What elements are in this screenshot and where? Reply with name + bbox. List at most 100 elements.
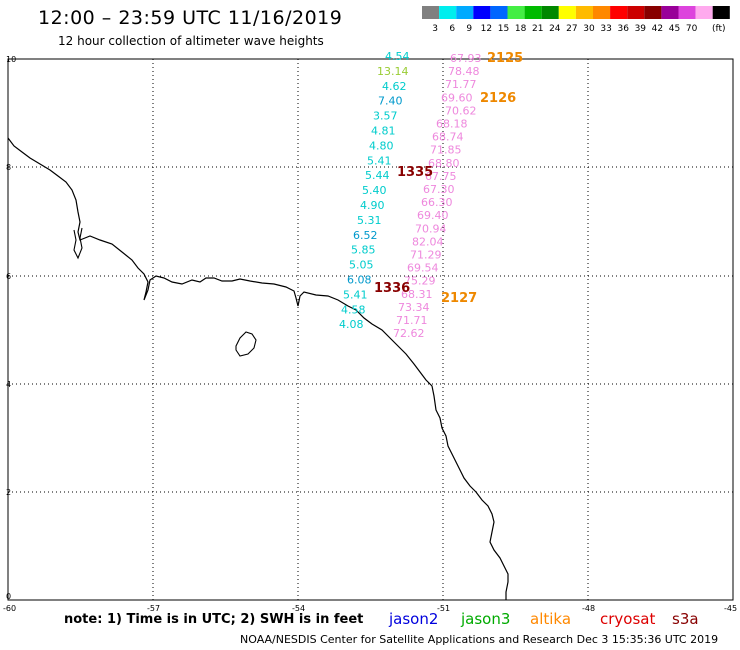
legend-swatch [575, 6, 593, 19]
sat-jason2: jason2 [389, 610, 439, 628]
wave-height-value: 70.94 [415, 222, 447, 235]
wave-height-value: 71.71 [396, 314, 428, 327]
legend-tick-label: 15 [498, 24, 509, 34]
legend-tick-label: 36 [617, 24, 629, 34]
wave-height-value: 78.48 [448, 65, 480, 78]
wave-height-value: 13.14 [377, 65, 409, 78]
sat-altika: altika [530, 610, 572, 628]
legend-swatch [456, 6, 474, 19]
wave-height-value: 68.74 [432, 131, 464, 144]
map-frame [7, 58, 734, 601]
wave-height-value: 69.40 [417, 209, 449, 222]
wave-height-value: 6.52 [353, 229, 378, 242]
coast-river-inlet [73, 227, 83, 260]
note-text: note: 1) Time is in UTC; 2) SWH is in fe… [64, 612, 364, 627]
legend-swatch [610, 6, 628, 19]
wave-height-value: 5.40 [362, 184, 387, 197]
lon-label-45: -45 [724, 604, 737, 613]
lat-label-0: 0 [6, 592, 11, 601]
wave-height-value: 5.41 [343, 288, 368, 301]
legend-tick-label: 39 [635, 24, 647, 34]
wave-height-value: 71.85 [430, 144, 462, 157]
lat-label-8: 8 [6, 163, 11, 172]
legend-swatch [712, 6, 730, 19]
wave-height-value: 72.62 [393, 327, 425, 340]
pass-label: 2127 [441, 291, 477, 306]
legend-swatch [439, 6, 457, 19]
wave-height-value: 6.08 [347, 274, 372, 287]
island [235, 331, 257, 357]
wave-height-value: 67.93 [450, 52, 482, 65]
wave-height-value: 5.31 [357, 214, 382, 227]
wave-height-value: 68.31 [401, 288, 433, 301]
legend-swatch [695, 6, 713, 19]
legend-swatch [661, 6, 679, 19]
legend-tick-label: 12 [481, 24, 492, 34]
legend-swatch [524, 6, 542, 19]
lon-label-57: -57 [147, 604, 160, 613]
wave-height-value: 4.08 [339, 318, 364, 331]
legend-tick-label: 24 [549, 24, 561, 34]
legend-tick-label: 45 [669, 24, 680, 34]
legend-swatch [644, 6, 662, 19]
legend-swatch [507, 6, 525, 19]
lat-label-10: 10 [6, 55, 16, 64]
wave-track-cyan: 4.54 13.14 4.62 7.40 3.57 4.814.80 5.41 5.44 5.4… [339, 50, 410, 331]
wave-height-value: 5.85 [351, 244, 376, 257]
lon-label-51: -51 [437, 604, 450, 613]
wave-height-value: 4.58 [341, 303, 366, 316]
legend-tick-label: 30 [583, 24, 595, 34]
wave-height-value: 7.40 [378, 95, 403, 108]
legend-swatch [490, 6, 508, 19]
map-subtitle: 12 hour collection of altimeter wave hei… [58, 34, 324, 48]
sat-cryosat: cryosat [600, 610, 656, 628]
wave-height-value: 4.90 [360, 199, 385, 212]
legend-swatch [541, 6, 559, 19]
wave-height-value: 75.29 [404, 275, 436, 288]
wave-height-value: 70.62 [445, 104, 477, 117]
wave-height-value: 71.29 [410, 249, 442, 262]
coastline [7, 137, 509, 600]
pass-label: 1335 [397, 165, 433, 180]
wave-height-value: 5.44 [365, 169, 390, 182]
legend-tick-label: 70 [686, 24, 698, 34]
wave-height-value: 4.54 [385, 50, 410, 63]
wave-height-value: 5.41 [367, 154, 392, 167]
wave-height-value: 69.60 [441, 91, 473, 104]
wave-height-value: 66.30 [421, 196, 453, 209]
legend-tick-label: 33 [600, 24, 611, 34]
legend-tick-label: 18 [515, 24, 527, 34]
wave-track-pink: 67.9378.4871.7769.6070.6268.1868.7471.85… [393, 52, 482, 340]
pass-label: 2126 [480, 91, 516, 106]
wave-height-value: 69.54 [407, 262, 439, 275]
legend-tick-label: 6 [449, 24, 455, 34]
wave-height-value: 4.81 [371, 125, 396, 138]
wave-height-value: 3.57 [373, 110, 398, 123]
wave-height-value: 67.75 [425, 170, 457, 183]
lon-label-54: -54 [292, 604, 305, 613]
legend-tick-label: 9 [466, 24, 472, 34]
sat-jason3: jason3 [461, 610, 511, 628]
wave-height-value: 82.04 [412, 235, 444, 248]
wave-height-value: 68.80 [428, 157, 460, 170]
wave-height-value: 73.34 [398, 301, 430, 314]
legend-tick-label: 42 [652, 24, 663, 34]
legend-swatch [678, 6, 696, 19]
legend-swatch [422, 6, 440, 19]
sat-s3a: s3a [672, 610, 699, 628]
wave-height-value: 67.30 [423, 183, 455, 196]
wave-height-value: 5.05 [349, 259, 374, 272]
wave-height-value: 4.62 [382, 80, 407, 93]
lat-label-6: 6 [6, 272, 11, 281]
legend-tick-label: 27 [566, 24, 577, 34]
legend-swatch [473, 6, 491, 19]
wave-height-value: 68.18 [436, 118, 468, 131]
wave-height-value: 71.77 [445, 78, 477, 91]
wave-height-value: 4.80 [369, 139, 394, 152]
legend-swatch [627, 6, 645, 19]
pass-label: 1336 [374, 281, 410, 296]
lon-label-60: -60 [3, 604, 16, 613]
footer-credit: NOAA/NESDIS Center for Satellite Applica… [240, 633, 719, 646]
legend-tick-label: 21 [532, 24, 543, 34]
